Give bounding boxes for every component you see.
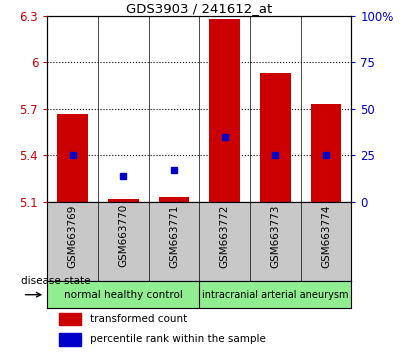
Bar (260, 73, 291, 202)
Bar (311, 104, 341, 202)
Text: percentile rank within the sample: percentile rank within the sample (90, 334, 266, 344)
Bar (108, 199, 139, 202)
Bar (58, 114, 88, 202)
Bar (159, 197, 189, 202)
Title: GDS3903 / 241612_at: GDS3903 / 241612_at (126, 2, 272, 15)
Text: GSM663772: GSM663772 (220, 204, 230, 268)
Text: disease state: disease state (21, 275, 90, 286)
Bar (210, 19, 240, 202)
Bar (60, 333, 81, 346)
Text: intracranial arterial aneurysm: intracranial arterial aneurysm (202, 290, 349, 300)
Text: GSM663771: GSM663771 (169, 204, 179, 268)
Bar (60, 313, 81, 325)
Text: GSM663770: GSM663770 (118, 204, 128, 267)
Text: GSM663773: GSM663773 (270, 204, 280, 268)
Text: normal healthy control: normal healthy control (64, 290, 183, 300)
Text: GSM663769: GSM663769 (68, 204, 78, 268)
Text: GSM663774: GSM663774 (321, 204, 331, 268)
Text: transformed count: transformed count (90, 314, 187, 324)
